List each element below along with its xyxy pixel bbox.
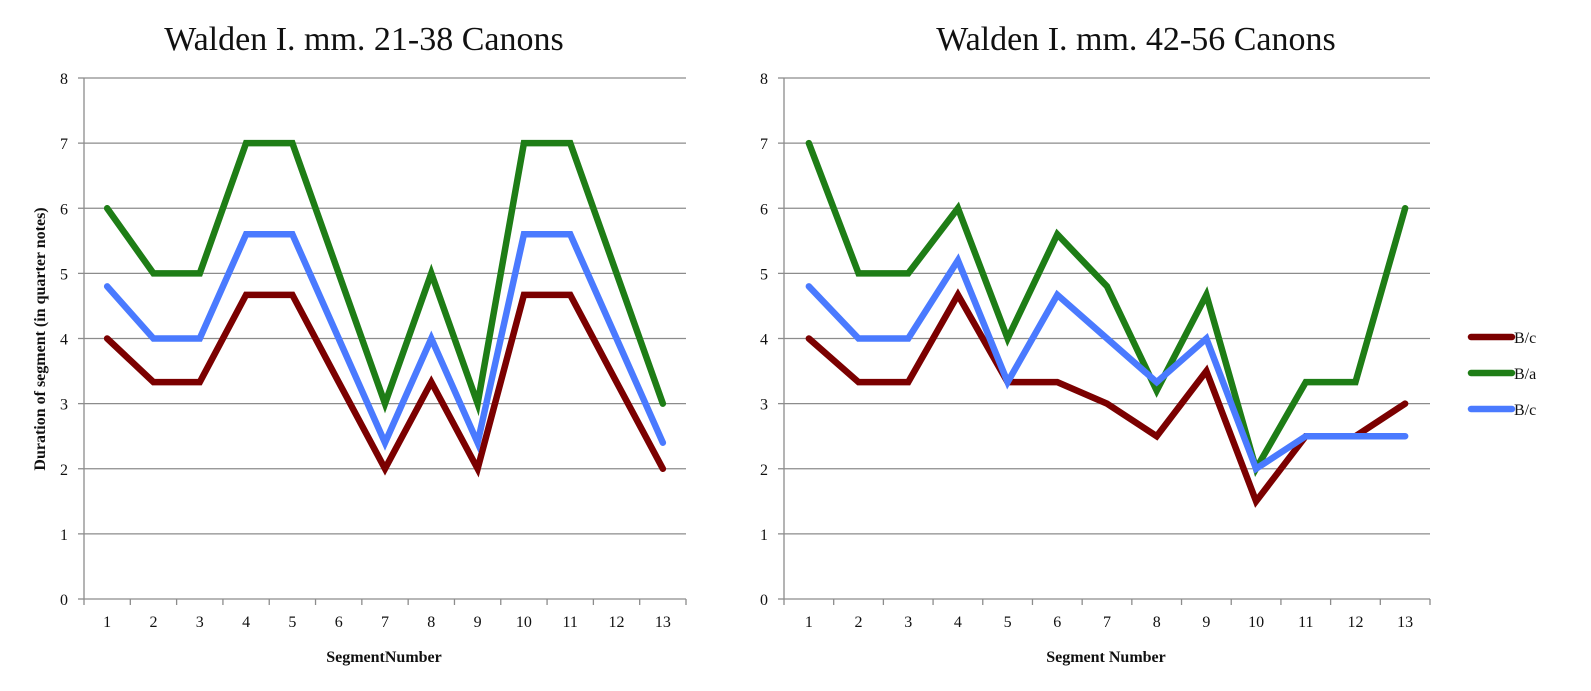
y-tick-label: 5 xyxy=(60,266,68,283)
y-tick-label: 2 xyxy=(60,462,68,479)
x-tick-label: 4 xyxy=(954,614,962,631)
x-tick-label: 2 xyxy=(149,614,157,631)
x-axis-label: SegmentNumber xyxy=(326,649,442,666)
series-line-b-c-0 xyxy=(103,291,667,478)
y-tick-label: 5 xyxy=(760,266,768,283)
y-tick-label: 0 xyxy=(760,592,768,609)
x-tick-label: 7 xyxy=(1103,614,1111,631)
y-tick-labels: 0 1 2 3 4 5 6 7 8 xyxy=(60,71,84,609)
y-tick-label: 3 xyxy=(760,397,768,414)
legend-item: B/c xyxy=(1467,330,1536,347)
x-tick-label: 5 xyxy=(1004,614,1012,631)
x-tick-label: 8 xyxy=(427,614,435,631)
chart-title: Walden I. mm. 21-38 Canons xyxy=(164,21,564,58)
y-tick-label: 1 xyxy=(760,527,768,544)
series-line-b-a-1 xyxy=(805,139,1409,478)
legend-item: B/c xyxy=(1467,402,1536,419)
x-tick-label: 1 xyxy=(805,614,813,631)
x-axis-label: Segment Number xyxy=(1046,649,1166,666)
y-tick-label: 1 xyxy=(60,527,68,544)
x-tick-label: 6 xyxy=(335,614,343,631)
x-tick-label: 6 xyxy=(1053,614,1061,631)
x-tick-label: 10 xyxy=(516,614,532,631)
legend-label: B/c xyxy=(1514,330,1536,347)
gridlines xyxy=(784,77,1430,535)
x-tick-labels: 1 2 3 4 5 6 7 8 9 10 11 12 13 xyxy=(783,599,1431,631)
x-tick-label: 9 xyxy=(1202,614,1210,631)
legend: B/c B/a B/c xyxy=(1467,330,1536,419)
legend-label: B/c xyxy=(1514,402,1536,419)
y-tick-label: 3 xyxy=(60,397,68,414)
chart-title: Walden I. mm. 42-56 Canons xyxy=(936,21,1336,58)
y-tick-label: 0 xyxy=(60,592,68,609)
x-tick-label: 3 xyxy=(196,614,204,631)
y-tick-labels: 0 1 2 3 4 5 6 7 8 xyxy=(760,71,784,609)
series-line-b-c-0 xyxy=(805,288,1409,508)
x-tick-label: 12 xyxy=(609,614,625,631)
x-tick-label: 7 xyxy=(381,614,389,631)
series-line-b-c-2 xyxy=(805,253,1409,474)
series-line-b-a-1 xyxy=(103,139,667,417)
series-line-b-c-2 xyxy=(103,231,667,454)
x-tick-label: 10 xyxy=(1248,614,1264,631)
y-tick-label: 6 xyxy=(60,201,68,218)
y-tick-label: 7 xyxy=(760,136,768,153)
x-tick-label: 13 xyxy=(655,614,671,631)
y-tick-label: 6 xyxy=(760,201,768,218)
y-tick-label: 4 xyxy=(60,332,68,349)
legend-label: B/a xyxy=(1514,366,1536,383)
series-lines xyxy=(103,139,667,478)
x-tick-label: 11 xyxy=(563,614,578,631)
y-tick-label: 8 xyxy=(60,71,68,88)
series-lines xyxy=(805,139,1409,508)
y-tick-label: 2 xyxy=(760,462,768,479)
x-tick-label: 4 xyxy=(242,614,250,631)
x-tick-labels: 1 2 3 4 5 6 7 8 9 10 11 12 13 xyxy=(83,599,687,631)
x-tick-label: 3 xyxy=(904,614,912,631)
y-tick-label: 7 xyxy=(60,136,68,153)
y-tick-label: 4 xyxy=(760,332,768,349)
x-tick-label: 12 xyxy=(1347,614,1363,631)
x-tick-label: 2 xyxy=(855,614,863,631)
x-tick-label: 1 xyxy=(103,614,111,631)
legend-item: B/a xyxy=(1467,366,1536,383)
x-tick-label: 13 xyxy=(1397,614,1413,631)
x-tick-label: 5 xyxy=(288,614,296,631)
y-tick-label: 8 xyxy=(760,71,768,88)
x-tick-label: 8 xyxy=(1153,614,1161,631)
y-axis-label: Duration of segment (in quarter notes) xyxy=(32,207,49,470)
x-tick-label: 11 xyxy=(1298,614,1313,631)
x-tick-label: 9 xyxy=(474,614,482,631)
